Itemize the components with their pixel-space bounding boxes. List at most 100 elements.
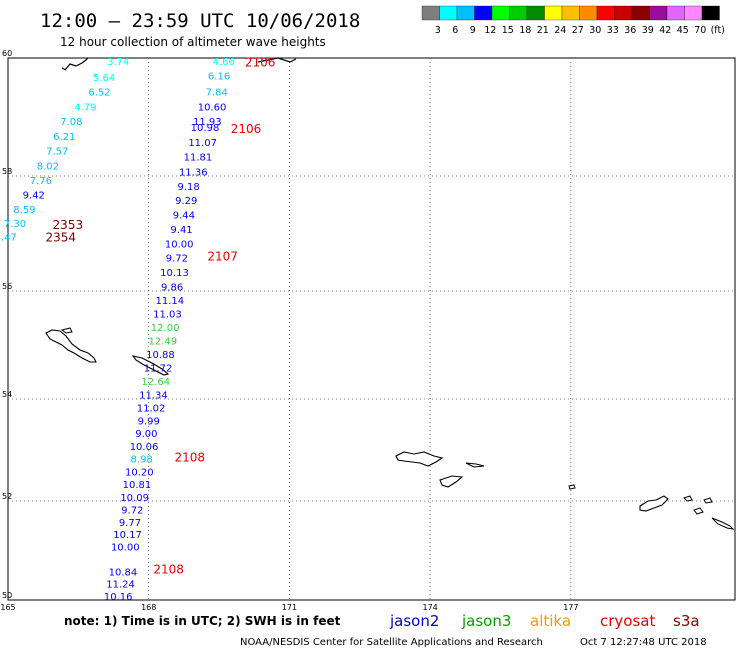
swh-value-label: 10.16 xyxy=(104,592,133,603)
legend-altika: altika xyxy=(530,612,571,630)
pass-time-label: 2354 xyxy=(46,231,77,245)
colorbar-swatch xyxy=(579,5,598,21)
colorbar-label: 24 xyxy=(554,25,566,36)
swh-value-label: 6.52 xyxy=(88,88,110,99)
swh-value-label: 11.34 xyxy=(139,391,168,402)
swh-value-label: 12.49 xyxy=(148,337,177,348)
colorbar-swatch xyxy=(701,5,720,21)
swh-value-label: 10.13 xyxy=(160,268,189,279)
buldir-island xyxy=(568,484,576,490)
swh-value-label: 9.00 xyxy=(135,429,157,440)
swh-value-label: 11.93 xyxy=(193,117,222,128)
kiska-island xyxy=(639,495,669,512)
legend-jason3: jason3 xyxy=(461,612,511,630)
islet xyxy=(60,327,73,334)
semichi-islands xyxy=(465,462,485,468)
colorbar-swatch xyxy=(439,5,458,21)
colorbar-label: 33 xyxy=(607,25,619,36)
swh-value-label: 7.30 xyxy=(4,219,26,230)
coastline-fragment-north xyxy=(61,57,89,71)
pass-time-label: 2106 xyxy=(245,56,276,70)
swh-value-label: 9.41 xyxy=(170,225,192,236)
agattu-island xyxy=(439,475,464,488)
swh-value-label: 8.98 xyxy=(131,455,153,466)
colorbar-label: (ft) xyxy=(711,25,725,36)
graticule: 60 58 56 54 52 50 165 168 171 174 177 xyxy=(0,49,735,612)
altimeter-tracks: 3.74 5.64 6.52 4.79 7.08 6.21 7.57 8.02 7.76 9.42… xyxy=(0,57,235,603)
colorbar-swatch xyxy=(684,5,703,21)
swh-value-label: 11.02 xyxy=(137,404,166,415)
colorbar-label: 3 xyxy=(435,25,441,36)
colorbar-label: 45 xyxy=(677,25,689,36)
swh-value-label: 10.88 xyxy=(146,350,175,361)
swh-value-label: 10.00 xyxy=(165,239,194,250)
colorbar-swatch xyxy=(491,5,510,21)
swh-value-label: 6.21 xyxy=(53,132,75,143)
rat-island-3 xyxy=(703,497,713,504)
colorbar-swatch xyxy=(456,5,475,21)
colorbar-label: 12 xyxy=(484,25,496,36)
bering-island xyxy=(45,329,97,363)
colorbar-swatch xyxy=(631,5,650,21)
colorbar-swatch xyxy=(614,5,633,21)
swh-value-label: 9.99 xyxy=(138,416,160,427)
latitude-label: 60 xyxy=(2,49,12,58)
latitude-label: 56 xyxy=(2,282,12,291)
swh-value-label: 10.60 xyxy=(198,102,227,113)
swh-value-label: 10.81 xyxy=(123,480,152,491)
colorbar-swatch xyxy=(509,5,528,21)
colorbar-label: 30 xyxy=(589,25,601,36)
swh-value-label: 10.17 xyxy=(113,530,142,541)
longitude-label: 174 xyxy=(422,603,437,612)
legend-s3a: s3a xyxy=(673,612,700,630)
pass-time-label: 2106 xyxy=(231,122,262,136)
swh-value-label: 4.66 xyxy=(213,57,235,68)
colorbar-label: 39 xyxy=(642,25,654,36)
colorbar-swatch xyxy=(544,5,563,21)
longitude-label: 177 xyxy=(563,603,578,612)
colorbar-label: 42 xyxy=(659,25,671,36)
colorbar-swatch xyxy=(526,5,545,21)
colorbar-label: 27 xyxy=(572,25,584,36)
colorbar-label: 18 xyxy=(519,25,531,36)
swh-value-label: 9.72 xyxy=(121,505,143,516)
chart-subtitle: 12 hour collection of altimeter wave hei… xyxy=(60,35,326,49)
swh-value-label: 12.64 xyxy=(141,377,170,388)
attu-island xyxy=(395,451,444,467)
chart-title: 12:00 – 23:59 UTC 10/06/2018 xyxy=(40,10,360,32)
swh-value-label: 11.36 xyxy=(179,167,208,178)
footer-note: note: 1) Time is in UTC; 2) SWH is in fe… xyxy=(64,614,341,628)
pass-time-label: 2353 xyxy=(53,218,84,232)
colorbar-swatch xyxy=(649,5,668,21)
swh-value-label: 3.74 xyxy=(107,57,129,68)
medny-island xyxy=(131,355,170,376)
swh-value-label: 10.98 xyxy=(191,123,220,134)
swh-value-label: 8.02 xyxy=(37,161,59,172)
colorbar-label: 36 xyxy=(624,25,636,36)
colorbar-label: 21 xyxy=(537,25,549,36)
latitude-label: 50 xyxy=(2,591,12,600)
swh-value-label: 6.16 xyxy=(208,72,230,83)
swh-value-label: 9.18 xyxy=(177,182,199,193)
longitude-label: 171 xyxy=(282,603,297,612)
rat-island-1 xyxy=(683,495,693,502)
swh-value-label: 7.84 xyxy=(206,88,228,99)
swh-value-label: 9.86 xyxy=(161,282,183,293)
map-panel: 60 58 56 54 52 50 165 168 171 174 177 3.74 5.64 6.52… xyxy=(0,49,736,612)
swh-value-label: 11.72 xyxy=(144,364,173,375)
swh-value-label: 7.57 xyxy=(46,147,68,158)
latitude-label: 54 xyxy=(2,390,12,399)
swh-value-label: 5.64 xyxy=(93,73,115,84)
swh-value-label: 11.24 xyxy=(106,580,135,591)
swh-value-label: 4.79 xyxy=(74,102,96,113)
swh-value-label: 11.14 xyxy=(155,296,184,307)
colorbar-label: 15 xyxy=(502,25,514,36)
colorbar-label: 70 xyxy=(694,25,706,36)
swh-value-label: 11.81 xyxy=(184,153,213,164)
swh-value-label: 9.72 xyxy=(166,254,188,265)
swh-value-label: 7.76 xyxy=(30,176,52,187)
pass-time-label: 2107 xyxy=(207,250,238,264)
colorbar-swatch xyxy=(596,5,615,21)
swh-value-label: 11.03 xyxy=(153,310,182,321)
amchitka-island xyxy=(711,517,735,530)
